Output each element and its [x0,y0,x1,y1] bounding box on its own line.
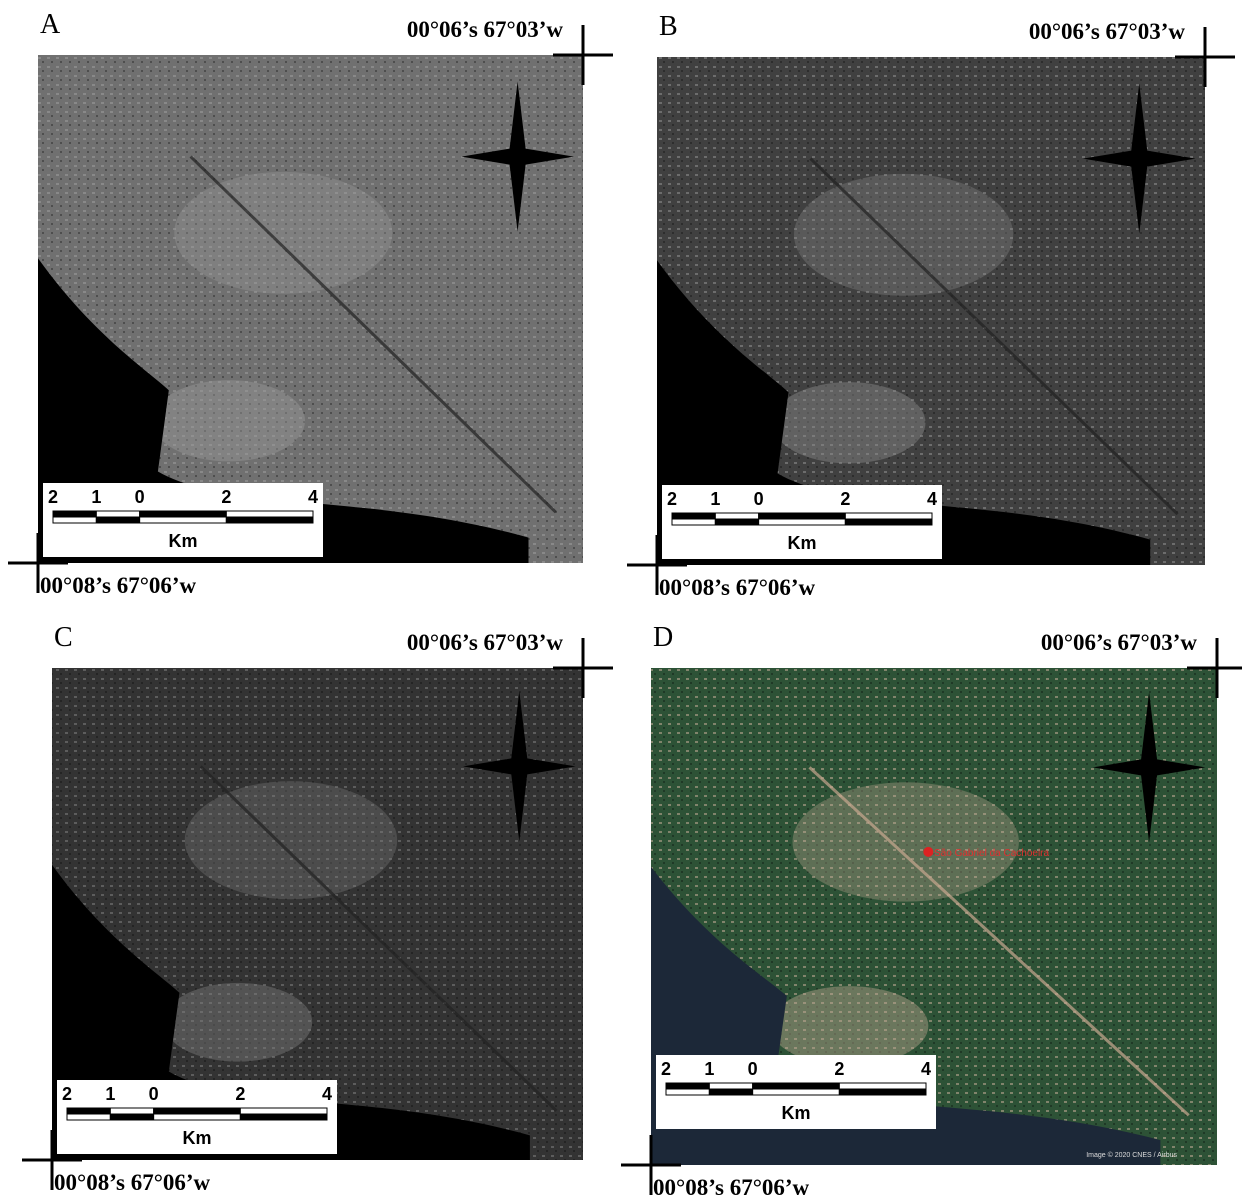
coord-bottom: 00°08’s 67°06’w [653,1175,810,1200]
scale-tick: 1 [710,489,720,509]
place-label: São Gabriel da Cachoeira [934,848,1050,859]
scale-tick: 2 [840,489,850,509]
scale-tick: 0 [149,1084,159,1104]
coord-top: 00°06’s 67°03’w [407,17,564,42]
coord-bottom: 00°08’s 67°06’w [659,575,816,600]
coord-bottom: 00°08’s 67°06’w [40,573,197,598]
scale-tick: 2 [834,1059,844,1079]
urban [164,983,313,1062]
scale-seg [110,1114,153,1120]
scale-tick: 2 [62,1084,72,1104]
scale-seg [709,1083,752,1089]
scale-seg [226,517,313,523]
scale-seg [845,519,932,525]
coord-top: 00°06’s 67°03’w [407,630,564,655]
scale-seg [140,517,227,523]
scale-seg [753,1083,840,1089]
scale-seg [154,1114,241,1120]
credit: Image © 2020 CNES / Airbus [1086,1151,1177,1159]
coord-top: 00°06’s 67°03’w [1041,630,1198,655]
panel-label: B [659,11,678,42]
scale-tick: 1 [704,1059,714,1079]
panel: B 00°06’s 67°03’w 00°08’s 67°06’w 2 1 0 2 4 Km [627,11,1235,600]
scale-tick: 2 [48,487,58,507]
scale-tick: 2 [221,487,231,507]
urban [770,986,928,1066]
scale-seg [240,1108,327,1114]
scale-tick: 4 [322,1084,332,1104]
scale-seg [240,1114,327,1120]
scale-unit: Km [781,1103,810,1123]
urban [185,781,397,899]
scale-tick: 0 [754,489,764,509]
scale-tick: 4 [308,487,318,507]
scale-tick: 2 [667,489,677,509]
scale-seg [140,511,227,517]
panel-label: C [54,622,73,653]
panel: D 00°06’s 67°03’w 00°08’s 67°06’w 2 1 0 2 4 Km Sã… [621,622,1242,1200]
scale-seg [67,1114,110,1120]
scale-tick: 4 [921,1059,931,1079]
panel-label: A [40,9,61,40]
scale-tick: 0 [135,487,145,507]
panel: C 00°06’s 67°03’w 00°08’s 67°06’w 2 1 0 2 4 Km [22,622,613,1195]
urban [793,782,1019,901]
scale-seg [96,517,139,523]
scale-unit: Km [787,533,816,553]
scale-unit: Km [182,1128,211,1148]
scale-seg [96,511,139,517]
scale-seg [110,1108,153,1114]
urban [174,172,392,294]
place-marker [923,847,933,857]
scale-seg [226,511,313,517]
scale-tick: 2 [661,1059,671,1079]
scale-seg [53,511,96,517]
scale-seg [53,517,96,523]
scale-seg [67,1108,110,1114]
figure: A 00°06’s 67°03’w 00°08’s 67°06’w 2 1 0 2 4 Km B 0… [0,0,1242,1204]
coord-bottom: 00°08’s 67°06’w [54,1170,211,1195]
scale-tick: 1 [105,1084,115,1104]
scale-seg [154,1108,241,1114]
scale-seg [759,513,846,519]
scale-seg [839,1083,926,1089]
scale-seg [666,1089,709,1095]
scale-seg [753,1089,840,1095]
panel: A 00°06’s 67°03’w 00°08’s 67°06’w 2 1 0 2 4 Km [8,9,613,598]
scale-seg [672,513,715,519]
scale-seg [759,519,846,525]
scale-seg [715,519,758,525]
coord-top: 00°06’s 67°03’w [1029,19,1186,44]
scale-seg [845,513,932,519]
scale-seg [672,519,715,525]
urban [794,174,1013,296]
scale-seg [839,1089,926,1095]
scale-unit: Km [168,531,197,551]
urban [152,380,305,461]
scale-tick: 1 [91,487,101,507]
scale-tick: 0 [748,1059,758,1079]
scale-tick: 2 [235,1084,245,1104]
urban [772,382,925,463]
scale-seg [715,513,758,519]
scale-seg [666,1083,709,1089]
panel-label: D [653,622,673,653]
scale-seg [709,1089,752,1095]
scale-tick: 4 [927,489,937,509]
